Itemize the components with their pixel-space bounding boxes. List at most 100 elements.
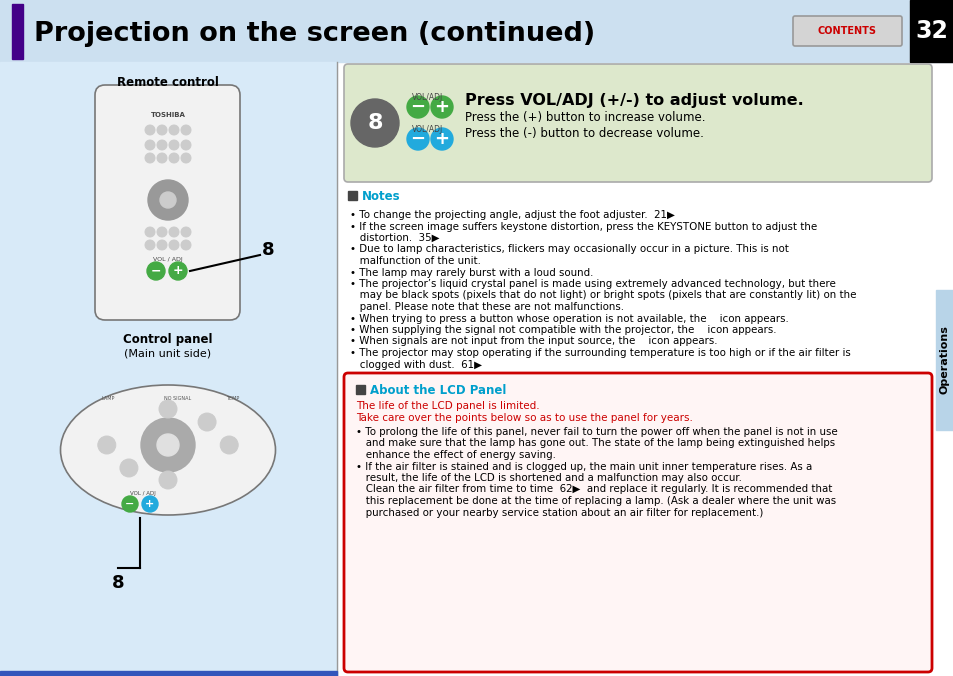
Text: • When signals are not input from the input source, the    icon appears.: • When signals are not input from the in… xyxy=(350,337,717,347)
Text: VOL/ADJ: VOL/ADJ xyxy=(412,93,443,101)
Bar xyxy=(355,385,365,394)
Text: 8: 8 xyxy=(261,241,274,259)
Text: clogged with dust.  61▶: clogged with dust. 61▶ xyxy=(350,360,481,370)
Text: 32: 32 xyxy=(915,19,947,43)
Text: • The lamp may rarely burst with a loud sound.: • The lamp may rarely burst with a loud … xyxy=(350,268,593,278)
Circle shape xyxy=(145,153,154,163)
Text: and make sure that the lamp has gone out. The state of the lamp being extinguish: and make sure that the lamp has gone out… xyxy=(355,439,834,448)
Text: • If the air filter is stained and is clogged up, the main unit inner temperatur: • If the air filter is stained and is cl… xyxy=(355,462,811,471)
Text: • When trying to press a button whose operation is not available, the    icon ap: • When trying to press a button whose op… xyxy=(350,314,788,324)
Circle shape xyxy=(169,227,179,237)
Circle shape xyxy=(181,125,191,135)
Circle shape xyxy=(169,140,179,150)
Text: Operations: Operations xyxy=(939,326,949,394)
Circle shape xyxy=(157,240,167,250)
Bar xyxy=(909,0,953,62)
Text: +: + xyxy=(145,499,154,509)
Text: • The projector may stop operating if the surrounding temperature is too high or: • The projector may stop operating if th… xyxy=(350,348,850,358)
Bar xyxy=(348,191,356,200)
Text: VOL/ADJ: VOL/ADJ xyxy=(412,124,443,133)
Bar xyxy=(12,4,23,59)
Text: +: + xyxy=(434,130,449,148)
Text: Notes: Notes xyxy=(361,189,400,203)
Circle shape xyxy=(407,128,429,150)
Circle shape xyxy=(181,227,191,237)
FancyBboxPatch shape xyxy=(344,64,931,182)
Text: • If the screen image suffers keystone distortion, press the KEYSTONE button to : • If the screen image suffers keystone d… xyxy=(350,222,817,231)
Text: result, the life of the LCD is shortened and a malfunction may also occur.: result, the life of the LCD is shortened… xyxy=(355,473,741,483)
Circle shape xyxy=(98,436,115,454)
Text: −: − xyxy=(151,264,161,278)
Text: Press the (-) button to decrease volume.: Press the (-) button to decrease volume. xyxy=(464,126,703,139)
Circle shape xyxy=(142,496,158,512)
Circle shape xyxy=(148,180,188,220)
Circle shape xyxy=(160,192,175,208)
Circle shape xyxy=(169,262,187,280)
Circle shape xyxy=(157,125,167,135)
Text: panel. Please note that these are not malfunctions.: panel. Please note that these are not ma… xyxy=(350,302,623,312)
Circle shape xyxy=(181,153,191,163)
Circle shape xyxy=(145,125,154,135)
Text: +: + xyxy=(434,98,449,116)
Text: Press the (+) button to increase volume.: Press the (+) button to increase volume. xyxy=(464,112,705,124)
Text: 8: 8 xyxy=(112,574,124,592)
Bar xyxy=(0,671,336,676)
Circle shape xyxy=(431,128,453,150)
Text: distortion.  35▶: distortion. 35▶ xyxy=(350,233,439,243)
Circle shape xyxy=(351,99,398,147)
Bar xyxy=(935,290,953,430)
Circle shape xyxy=(157,434,179,456)
Text: VOL / ADJ: VOL / ADJ xyxy=(153,258,183,262)
Circle shape xyxy=(181,240,191,250)
Circle shape xyxy=(122,496,138,512)
Circle shape xyxy=(141,418,194,472)
Circle shape xyxy=(169,125,179,135)
Text: −: − xyxy=(410,98,425,116)
Text: NO SIGNAL: NO SIGNAL xyxy=(164,395,192,400)
Text: • When supplying the signal not compatible with the projector, the    icon appea: • When supplying the signal not compatib… xyxy=(350,325,776,335)
FancyBboxPatch shape xyxy=(792,16,901,46)
Circle shape xyxy=(198,413,215,431)
Circle shape xyxy=(431,96,453,118)
Circle shape xyxy=(157,227,167,237)
Text: this replacement be done at the time of replacing a lamp. (Ask a dealer where th: this replacement be done at the time of … xyxy=(355,496,835,506)
Text: Control panel: Control panel xyxy=(123,333,213,347)
Circle shape xyxy=(145,140,154,150)
Circle shape xyxy=(145,240,154,250)
Text: The life of the LCD panel is limited.: The life of the LCD panel is limited. xyxy=(355,401,539,411)
Circle shape xyxy=(120,459,138,477)
Text: −: − xyxy=(125,499,134,509)
Circle shape xyxy=(159,400,177,418)
Circle shape xyxy=(157,153,167,163)
Circle shape xyxy=(169,153,179,163)
Ellipse shape xyxy=(60,385,275,515)
Text: (Main unit side): (Main unit side) xyxy=(124,349,212,359)
Text: Projection on the screen (continued): Projection on the screen (continued) xyxy=(34,21,595,47)
Text: CONTENTS: CONTENTS xyxy=(817,26,876,36)
Circle shape xyxy=(181,140,191,150)
Text: • To change the projecting angle, adjust the foot adjuster.  21▶: • To change the projecting angle, adjust… xyxy=(350,210,674,220)
Text: • Due to lamp characteristics, flickers may occasionally occur in a picture. Thi: • Due to lamp characteristics, flickers … xyxy=(350,245,788,254)
Circle shape xyxy=(220,436,238,454)
Text: 8: 8 xyxy=(367,113,382,133)
Bar xyxy=(0,62,336,676)
Text: VOL / ADJ: VOL / ADJ xyxy=(130,491,155,496)
Circle shape xyxy=(145,227,154,237)
Text: LAMP: LAMP xyxy=(101,395,114,400)
Text: TEMP: TEMP xyxy=(226,395,239,400)
Circle shape xyxy=(147,262,165,280)
Text: +: + xyxy=(172,264,183,278)
Text: Take care over the points below so as to use the panel for years.: Take care over the points below so as to… xyxy=(355,413,692,423)
Text: −: − xyxy=(410,130,425,148)
Text: Remote control: Remote control xyxy=(117,76,218,89)
Text: • The projector’s liquid crystal panel is made using extremely advanced technolo: • The projector’s liquid crystal panel i… xyxy=(350,279,835,289)
FancyBboxPatch shape xyxy=(344,373,931,672)
Text: may be black spots (pixels that do not light) or bright spots (pixels that are c: may be black spots (pixels that do not l… xyxy=(350,291,856,301)
Text: Clean the air filter from time to time  62▶  and replace it regularly. It is rec: Clean the air filter from time to time 6… xyxy=(355,485,832,495)
Circle shape xyxy=(157,140,167,150)
Text: TOSHIBA: TOSHIBA xyxy=(151,112,185,118)
FancyBboxPatch shape xyxy=(95,85,240,320)
Text: Press VOL/ADJ (+/-) to adjust volume.: Press VOL/ADJ (+/-) to adjust volume. xyxy=(464,93,803,107)
Bar xyxy=(0,0,953,62)
Circle shape xyxy=(169,240,179,250)
